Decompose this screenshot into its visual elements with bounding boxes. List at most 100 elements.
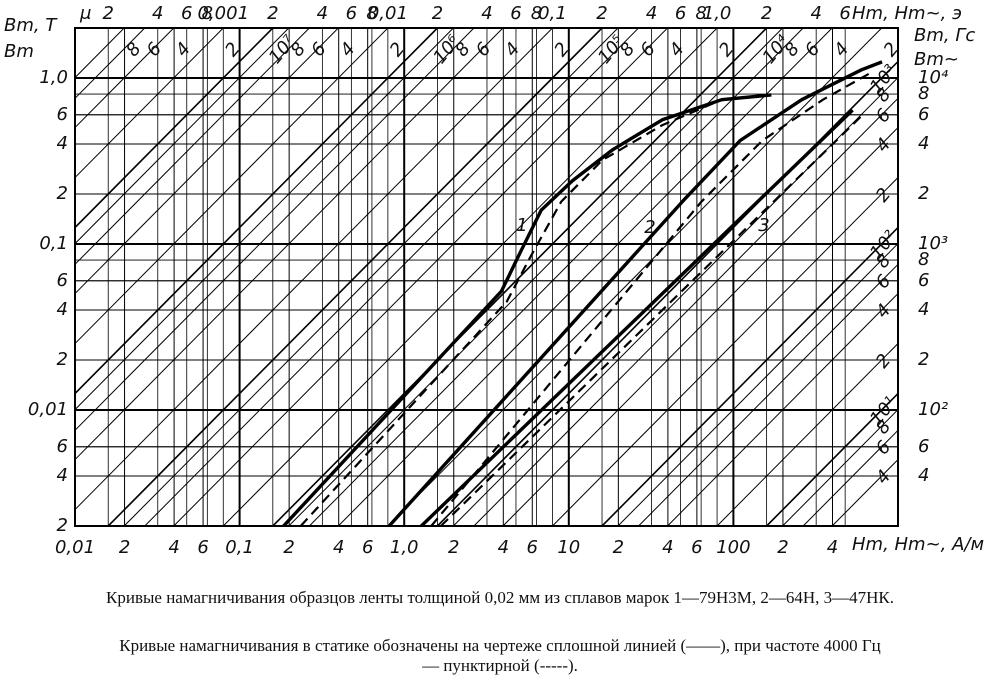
x2-tick-label: 1,0 [703,3,732,24]
curve-label: 2 [644,217,655,238]
x-tick-label: 0,01 [55,537,95,558]
y2-axis-label: Bm, Гс [914,25,975,46]
x-tick-label: 4 [333,537,344,558]
y2-axis-label-2: Bm~ [914,49,959,70]
x-tick-label: 2 [777,537,788,558]
y2-tick-label: 6 [918,270,929,291]
mu-line [75,28,290,244]
mu-label: 6 [872,105,895,127]
x-tick-label: 100 [716,537,750,558]
y-tick-label: 2 [57,349,68,370]
y2-tick-label: 10² [918,399,948,420]
mu-line [831,459,898,526]
x2-tick-label: 4 [317,3,328,24]
mu-line [107,28,603,526]
x-tick-label: 6 [527,537,538,558]
mu-line [75,28,504,460]
mu-line [716,343,898,526]
curves [282,60,883,526]
solid-curve [387,60,883,526]
y-tick-label: 2 [57,515,68,536]
mu-label: 4 [501,39,524,61]
x-tick-label: 1,0 [390,537,419,558]
mu-line [75,28,454,410]
x-tick-label: 6 [362,537,373,558]
x2-tick-label: 2 [761,3,772,24]
mu-label: μ [79,3,91,24]
y2-tick-label: 8 [918,249,929,270]
x-tick-label: 2 [119,537,130,558]
y-tick-label: 6 [57,104,68,125]
mu-label: 8 [122,39,145,61]
mu-line [617,243,898,526]
mu-line [75,28,553,510]
mu-line [601,226,898,526]
x2-tick-label: 4 [646,3,657,24]
x2-tick-label: 6 [675,3,686,24]
mu-label: 10⁵ [594,31,629,68]
x-tick-label: 2 [283,537,294,558]
x2-tick-label: 8 [366,3,377,24]
mu-line [75,28,274,229]
y2-tick-label: 2 [918,349,929,370]
mu-line [75,28,224,178]
caption-2: Кривые намагничивания в статике обозначе… [119,636,881,675]
mu-line [75,28,339,294]
x-tick-label: 4 [827,537,838,558]
x-tick-label: 4 [498,537,509,558]
mu-line [473,97,898,526]
solid-curve [282,93,772,526]
mu-line [802,429,898,526]
y2-tick-label: 10⁴ [918,67,949,88]
mu-line [766,392,898,526]
mu-label: 2 [872,350,895,372]
mu-line [308,28,804,526]
x2-tick-label: 6 [839,3,850,24]
x2-tick-label: 4 [481,3,492,24]
mu-line [75,28,175,128]
mu-label: 4 [830,39,853,61]
x2-tick-label: 0,01 [368,3,408,24]
y-tick-label: 0,01 [28,399,68,420]
dashed-curve [440,114,864,526]
mu-line [502,127,898,526]
mu-label: 4 [172,39,195,61]
grid [75,28,898,526]
x2-tick-label: 0,001 [198,3,250,24]
x2-tick-label: 2 [267,3,278,24]
x2-tick-label: 2 [432,3,443,24]
x2-tick-label: 6 [510,3,521,24]
y-tick-label: 0,1 [39,233,68,254]
mu-label: 6 [872,271,895,293]
y2-tick-label: 8 [918,83,929,104]
mu-label: 6 [636,39,659,61]
dashed-curve [299,98,723,526]
mu-line [75,28,125,78]
y2-tick-label: 4 [918,465,929,486]
y-axis-label-2: Bm [4,41,34,62]
mu-line [222,28,718,526]
x-tick-label: 6 [691,537,702,558]
mu-line [75,28,389,344]
mu-label: 2 [386,39,409,61]
mu-line [782,409,898,526]
mu-line [288,28,783,526]
mu-line [552,177,898,526]
x-tick-label: 2 [448,537,459,558]
labels: 0,01 2 4 6 0,1 2 4 6 1,0 2 4 6 10 2 4 6 100 2 42460,012460… [28,3,949,558]
mu-line [75,28,475,431]
x2-tick-label: 8 [531,3,542,24]
mu-line [75,28,438,395]
x-tick-label: 6 [197,537,208,558]
x-tick-label: 2 [613,537,624,558]
x2-axis-label: Hm, Hm~, э [852,3,962,24]
mu-label: 4 [872,300,895,322]
mu-line [123,28,619,526]
mu-label: 4 [336,39,359,61]
mu-line [638,263,898,526]
x2-tick-label: 6 [181,3,192,24]
mu-line [173,28,668,526]
y2-tick-label: 4 [918,133,929,154]
y2-tick-label: 10³ [918,233,948,254]
